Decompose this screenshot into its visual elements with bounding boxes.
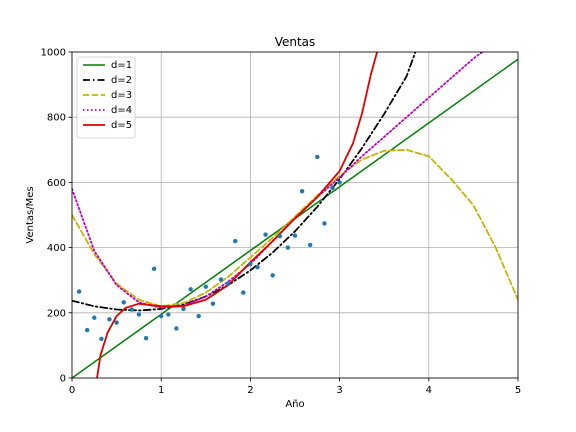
chart-title: Ventas (275, 35, 316, 49)
y-tick-label: 0 (60, 374, 66, 385)
legend-box (76, 56, 136, 139)
data-point (151, 266, 157, 271)
data-point (129, 307, 134, 312)
data-point (196, 313, 201, 319)
data-point (225, 281, 231, 286)
series-line-d3 (72, 148, 518, 308)
y-axis-label: Ventas/Mes (25, 186, 36, 243)
data-point (277, 233, 283, 239)
legend: d=1 d=2 d=3 d=4 d=5 (76, 56, 136, 139)
y-tick-label: 200 (47, 308, 66, 319)
data-point (166, 312, 171, 317)
data-point (218, 277, 224, 282)
data-point (114, 320, 119, 325)
data-point (270, 273, 275, 278)
data-point (76, 289, 82, 294)
data-point (210, 301, 216, 306)
data-point (92, 315, 97, 320)
data-point (248, 261, 253, 267)
x-tick-label: 4 (426, 385, 432, 396)
data-point (174, 326, 179, 331)
data-point (299, 189, 305, 194)
data-point (121, 300, 126, 305)
y-tick-label: 1000 (41, 48, 66, 59)
x-tick-label: 3 (336, 385, 342, 396)
x-tick-label: 0 (69, 385, 75, 396)
y-axis-ticks: 0 200 400 600 800 1000 (41, 48, 72, 385)
y-tick-label: 400 (47, 243, 66, 254)
legend-entry: d=2 (111, 75, 132, 86)
data-point (292, 233, 298, 238)
data-point (99, 336, 104, 342)
plot-frame (71, 51, 519, 379)
x-tick-label: 2 (247, 385, 253, 396)
x-axis-ticks: 0 1 2 3 4 5 (69, 378, 521, 396)
legend-entry: d=1 (111, 60, 132, 71)
data-point (143, 336, 149, 341)
data-point (322, 221, 327, 226)
data-point (315, 154, 320, 160)
data-point (107, 317, 112, 322)
data-point (181, 306, 186, 312)
data-point (136, 312, 142, 317)
data-point (255, 264, 260, 270)
data-point (84, 327, 90, 333)
data-point (330, 185, 335, 191)
data-point (188, 287, 193, 292)
y-tick-label: 600 (47, 178, 66, 189)
x-tick-label: 5 (515, 385, 521, 396)
data-point (233, 238, 238, 244)
data-point (263, 232, 268, 237)
legend-entry: d=4 (111, 105, 132, 116)
data-point (307, 242, 313, 248)
data-point (337, 180, 342, 185)
data-points (76, 154, 342, 342)
data-point (159, 313, 164, 319)
data-point (203, 284, 208, 289)
grid (71, 51, 519, 379)
data-point (285, 245, 291, 250)
legend-entry: d=3 (111, 90, 132, 101)
y-tick-label: 800 (47, 113, 66, 124)
x-axis-label: Año (285, 399, 304, 410)
legend-entry: d=5 (111, 120, 132, 131)
x-tick-label: 1 (158, 385, 164, 396)
data-point (241, 290, 246, 295)
